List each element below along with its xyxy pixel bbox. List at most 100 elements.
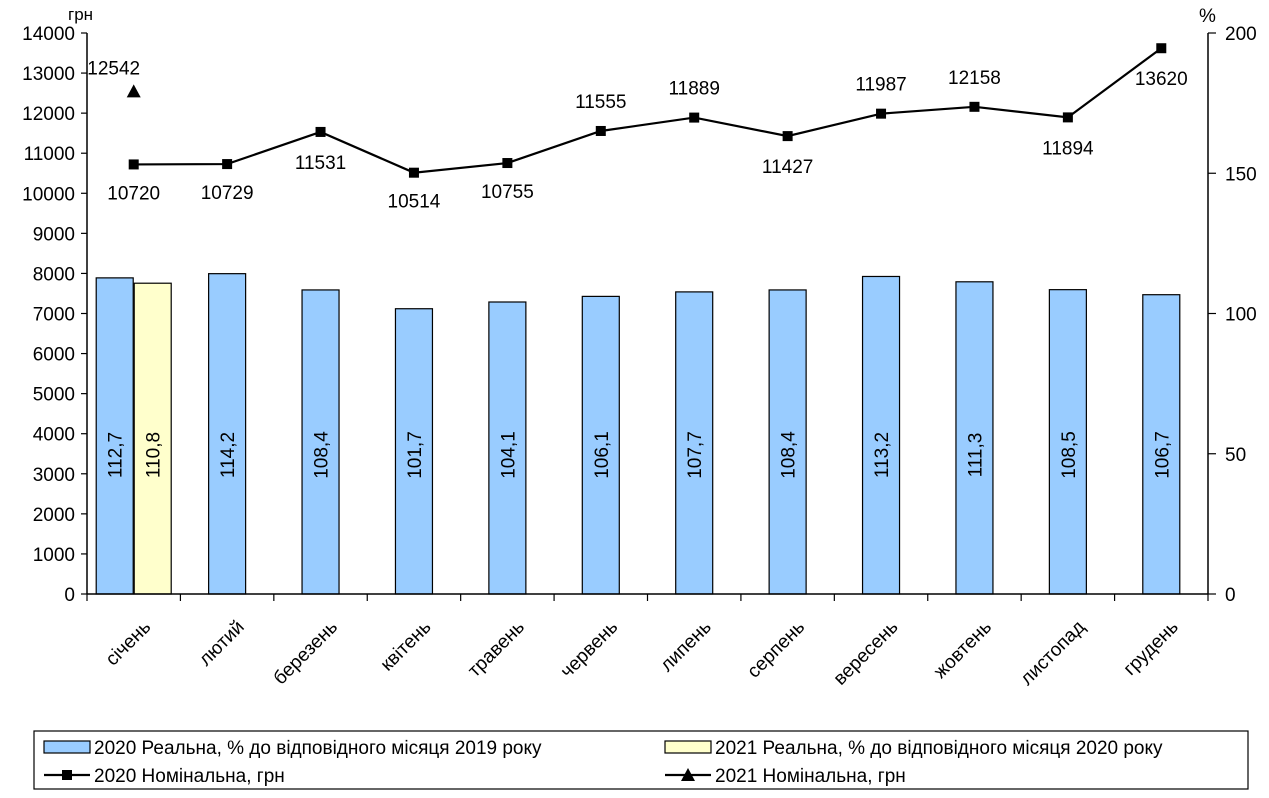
legend-label: 2020 Номінальна, грн: [94, 766, 285, 787]
x-axis: січень лютий березень квітень травень червень…: [86, 593, 1209, 690]
line-2021-value-label: 12542: [87, 58, 140, 79]
left-tick-label: 8000: [33, 264, 75, 285]
left-tick-label: 0: [64, 585, 75, 606]
line-2020-value-label: 10514: [388, 192, 441, 213]
legend-label: 2020 Реальна, % до відповідного місяця 2…: [94, 738, 542, 759]
lines: 10720 10729 11531 10514 10755 11555 11889 11427…: [87, 43, 1188, 213]
line-2020-marker: [782, 131, 793, 142]
legend-swatch: [43, 740, 91, 754]
bar-2021: [133, 282, 172, 595]
right-tick-label: 150: [1225, 164, 1257, 185]
line-2020-marker: [1062, 112, 1073, 123]
line-2020-value-label: 10720: [107, 183, 160, 204]
line-2020-marker: [689, 112, 700, 123]
bar-2020: [301, 289, 340, 595]
x-tick-label: січень: [102, 617, 156, 671]
bar-2020-value-label: 113,2: [872, 432, 893, 478]
x-tick-label: липень: [656, 617, 715, 676]
right-axis-unit: %: [1199, 6, 1216, 27]
left-tick-label: 3000: [33, 465, 75, 486]
line-2020-value-label: 11427: [762, 157, 813, 178]
left-tick-label: 6000: [33, 345, 75, 366]
left-tick-label: 5000: [33, 385, 75, 406]
bar-2020: [581, 295, 620, 595]
bar-2020: [488, 301, 527, 595]
bar-2020-value-label: 114,2: [218, 432, 239, 478]
bar-2020-value-label: 104,1: [498, 431, 519, 479]
legend-swatch: [664, 740, 712, 754]
left-axis-unit: грн: [68, 5, 93, 24]
line-2021-marker: [126, 84, 141, 98]
line-2020-value-label: 13620: [1135, 69, 1188, 90]
bar-2020-value-label: 107,7: [685, 431, 706, 479]
bar-2020: [394, 308, 434, 595]
left-tick-label: 2000: [33, 505, 75, 526]
left-tick-label: 13000: [22, 64, 75, 85]
bar-2020-value-label: 101,7: [405, 431, 426, 479]
bar-2020-value-label: 108,4: [779, 431, 800, 479]
legend-marker: [62, 770, 72, 780]
legend-label: 2021 Номінальна, грн: [715, 766, 906, 787]
bar-2021-value-label: 110,8: [144, 432, 165, 478]
right-tick-label: 50: [1225, 445, 1246, 466]
left-axis: 0 1000 2000 3000 4000 5000 6000 7000 8000 9000 100…: [22, 5, 93, 606]
line-2020-value-label: 11531: [295, 153, 346, 174]
x-tick-label: листопад: [1016, 617, 1089, 690]
bar-2020-value-label: 108,5: [1059, 431, 1080, 479]
legend-label: 2021 Реальна, % до відповідного місяця 2…: [715, 738, 1163, 759]
right-tick-label: 0: [1225, 585, 1236, 606]
line-2020-nominal: [133, 47, 1162, 174]
left-tick-label: 9000: [33, 224, 75, 245]
bar-2020-value-label: 106,1: [592, 431, 613, 479]
legend: 2020 Реальна, % до відповідного місяця 2…: [33, 730, 1249, 790]
x-tick-label: грудень: [1120, 617, 1183, 680]
legend-marker: [681, 768, 695, 781]
x-tick-label: жовтень: [930, 617, 996, 683]
x-tick-label: вересень: [830, 617, 903, 690]
line-2020-marker: [502, 158, 513, 169]
line-2020-value-label: 10729: [201, 183, 254, 204]
line-2020-marker: [315, 126, 326, 137]
line-2020-marker: [408, 167, 419, 178]
bar-2020: [1048, 289, 1087, 595]
right-tick-label: 200: [1225, 24, 1257, 45]
line-2020-value-label: 11889: [668, 79, 719, 100]
bar-2020: [861, 275, 901, 595]
x-tick-label: квітень: [377, 617, 436, 676]
legend-box: [33, 730, 1249, 790]
x-tick-label: травень: [464, 617, 529, 682]
line-2020-marker: [128, 159, 139, 170]
line-2020-value-label: 11987: [855, 75, 906, 96]
line-2020-value-label: 10755: [481, 182, 534, 203]
x-tick-label: лютий: [195, 617, 249, 671]
left-tick-label: 11000: [24, 144, 75, 165]
left-tick-label: 4000: [33, 425, 75, 446]
left-tick-label: 1000: [33, 545, 75, 566]
bar-2020-value-label: 112,7: [106, 432, 127, 478]
bar-2020: [1142, 294, 1181, 595]
line-2020-value-label: 12158: [948, 68, 1001, 89]
left-tick-label: 12000: [22, 104, 75, 125]
right-axis: 0 50 100 150 200%: [1199, 6, 1257, 606]
x-tick-label: червень: [557, 617, 623, 683]
line-2020-marker: [1156, 43, 1167, 54]
bars: 112,7 114,2 108,4 101,7 104,1 106,1 107,7 108,4…: [95, 273, 1181, 595]
left-tick-label: 10000: [22, 184, 75, 205]
line-2020-marker: [595, 125, 606, 136]
right-tick-label: 100: [1225, 305, 1257, 326]
line-2020-marker: [876, 108, 887, 119]
bar-2020: [768, 289, 807, 595]
bar-2020-value-label: 106,7: [1152, 431, 1173, 479]
left-tick-label: 14000: [22, 24, 75, 45]
line-2020-value-label: 11894: [1042, 138, 1094, 159]
x-tick-label: березень: [270, 617, 342, 689]
line-2020-marker: [222, 159, 233, 170]
x-tick-label: серпень: [743, 617, 809, 683]
bar-2020-value-label: 108,4: [312, 431, 333, 479]
bar-2020: [955, 281, 994, 595]
line-2020-marker: [969, 101, 980, 112]
left-tick-label: 7000: [33, 305, 75, 326]
bar-2020-value-label: 111,3: [965, 433, 986, 478]
